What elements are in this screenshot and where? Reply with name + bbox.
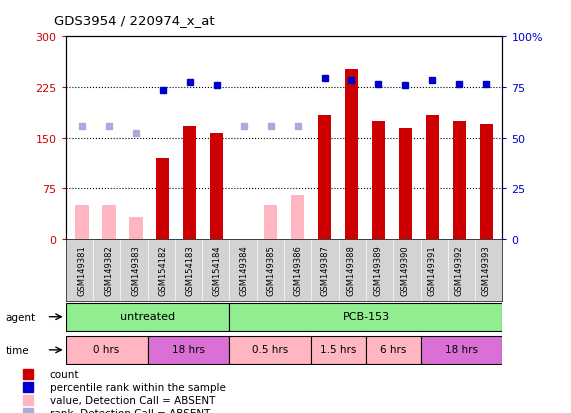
Bar — [399, 128, 412, 240]
Bar — [230, 336, 311, 364]
Bar — [421, 336, 502, 364]
Bar — [147, 336, 230, 364]
Text: GSM149389: GSM149389 — [374, 244, 383, 295]
Text: GSM149392: GSM149392 — [455, 244, 464, 295]
Bar — [210, 134, 223, 240]
Text: GSM149390: GSM149390 — [401, 244, 410, 295]
Text: GSM149383: GSM149383 — [131, 244, 140, 295]
Text: GSM149391: GSM149391 — [428, 244, 437, 295]
Text: value, Detection Call = ABSENT: value, Detection Call = ABSENT — [50, 395, 215, 405]
Bar — [318, 116, 331, 240]
Bar — [345, 69, 358, 240]
Bar — [425, 116, 439, 240]
Text: GSM154183: GSM154183 — [185, 244, 194, 295]
Text: 1.5 hrs: 1.5 hrs — [320, 344, 357, 354]
Bar — [311, 336, 366, 364]
Bar — [102, 206, 115, 240]
Text: count: count — [50, 369, 79, 380]
Text: GSM149381: GSM149381 — [77, 244, 86, 295]
Text: GSM149393: GSM149393 — [482, 244, 491, 295]
Bar — [183, 126, 196, 240]
Text: GSM149382: GSM149382 — [104, 244, 113, 295]
Text: time: time — [6, 345, 29, 355]
Bar — [66, 303, 230, 331]
Bar — [291, 196, 304, 240]
Bar — [129, 217, 143, 240]
Bar — [75, 206, 89, 240]
Text: GSM149388: GSM149388 — [347, 244, 356, 295]
Text: 18 hrs: 18 hrs — [172, 344, 205, 354]
Bar — [453, 121, 466, 240]
Bar — [372, 121, 385, 240]
Text: GSM149387: GSM149387 — [320, 244, 329, 295]
Bar — [66, 336, 147, 364]
Text: GDS3954 / 220974_x_at: GDS3954 / 220974_x_at — [54, 14, 215, 27]
Bar — [230, 303, 502, 331]
Text: rank, Detection Call = ABSENT: rank, Detection Call = ABSENT — [50, 408, 210, 413]
Text: PCB-153: PCB-153 — [343, 311, 389, 321]
Text: GSM149385: GSM149385 — [266, 244, 275, 295]
Bar — [366, 336, 421, 364]
Text: GSM149386: GSM149386 — [293, 244, 302, 295]
Bar — [264, 206, 278, 240]
Text: GSM154182: GSM154182 — [158, 244, 167, 295]
Text: agent: agent — [6, 312, 36, 322]
Text: 0 hrs: 0 hrs — [94, 344, 120, 354]
Text: GSM154184: GSM154184 — [212, 244, 221, 295]
Text: untreated: untreated — [120, 311, 175, 321]
Text: 18 hrs: 18 hrs — [445, 344, 478, 354]
Text: GSM149384: GSM149384 — [239, 244, 248, 295]
Bar — [480, 125, 493, 240]
Text: percentile rank within the sample: percentile rank within the sample — [50, 382, 226, 392]
Text: 6 hrs: 6 hrs — [380, 344, 407, 354]
Text: 0.5 hrs: 0.5 hrs — [252, 344, 288, 354]
Bar — [156, 159, 170, 240]
